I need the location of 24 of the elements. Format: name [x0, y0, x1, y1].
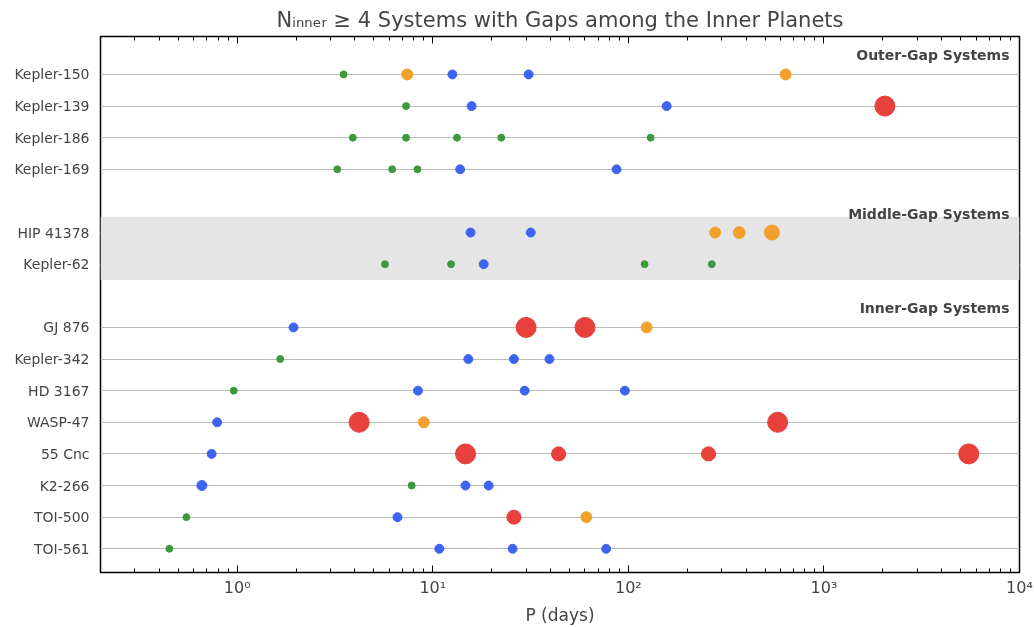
annotation: Outer-Gap Systems — [856, 47, 1010, 64]
y-tick-label: Kepler-150 — [14, 66, 90, 83]
annotation: Inner-Gap Systems — [859, 300, 1010, 317]
y-tick-label: HD 3167 — [28, 382, 90, 399]
x-axis-title: P (days) — [525, 604, 595, 625]
y-tick-label: K2-266 — [39, 477, 90, 494]
x-tick-label: 10⁰ — [223, 577, 251, 597]
y-tick-label: Kepler-139 — [14, 98, 90, 115]
x-tick-label: 10⁴ — [1006, 577, 1033, 597]
y-tick-label: HIP 41378 — [17, 224, 90, 241]
x-tick-label: 10¹ — [419, 577, 447, 597]
y-tick-label: GJ 876 — [43, 319, 90, 336]
y-tick-label: 55 Cnc — [40, 445, 90, 462]
band-label: Middle-Gap Systems — [848, 205, 1010, 222]
y-tick-label: Kepler-62 — [23, 256, 90, 273]
y-tick-label: WASP-47 — [26, 414, 90, 431]
y-tick-label: Kepler-186 — [14, 129, 90, 146]
chart-title: Nᵢₙₙₑᵣ ≥ 4 Systems with Gaps among the Inner Planets — [276, 7, 844, 32]
y-tick-label: TOI-500 — [33, 509, 90, 526]
y-tick-label: Kepler-169 — [14, 161, 90, 178]
x-tick-label: 10³ — [810, 577, 838, 597]
x-tick-label: 10² — [614, 577, 642, 597]
y-tick-label: Kepler-342 — [14, 351, 90, 368]
y-tick-label: TOI-561 — [33, 540, 90, 557]
